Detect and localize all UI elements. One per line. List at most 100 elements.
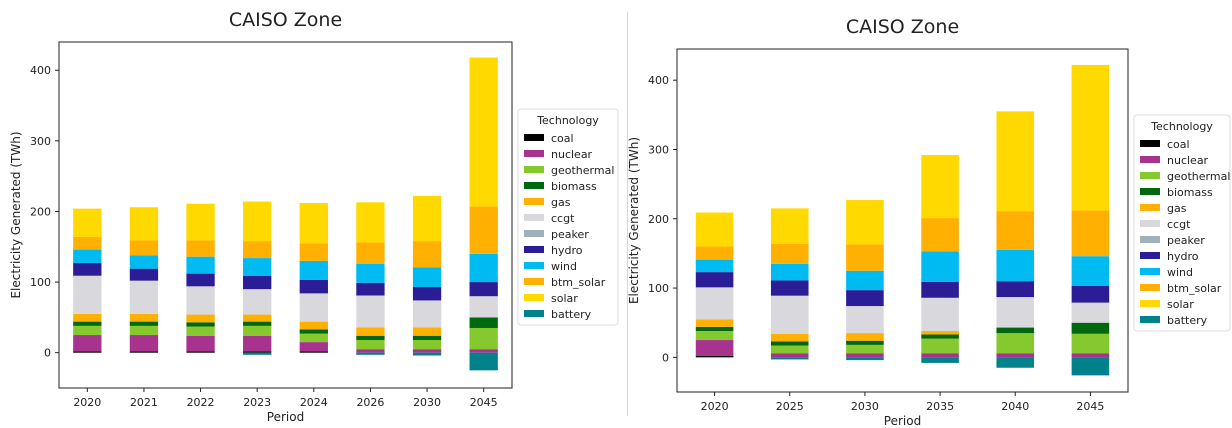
bar-hydro-2030 xyxy=(412,287,442,301)
x-axis-label: Period xyxy=(884,414,921,428)
bar-wind-2030 xyxy=(846,270,884,291)
y-tick-label: 300 xyxy=(30,135,51,148)
bar-solar-2030 xyxy=(412,195,442,242)
x-tick-label: 2030 xyxy=(851,400,879,413)
bar-gas-2030 xyxy=(846,333,884,341)
bar-hydro-2045 xyxy=(469,282,498,297)
bar-hydro-2045 xyxy=(1071,285,1110,303)
legend-label-geothermal: geothermal xyxy=(551,164,614,177)
y-axis-label: Electricity Generated (TWh) xyxy=(9,131,23,298)
legend-swatch-battery xyxy=(1140,316,1160,323)
bar-btm_solar-2020 xyxy=(73,236,102,250)
bar-nuclear-2024 xyxy=(299,342,328,352)
bar-hydro-2040 xyxy=(996,281,1035,298)
bar-solar-2026 xyxy=(356,202,385,243)
bar-nuclear-2021 xyxy=(129,335,159,352)
bar-geothermal-2020 xyxy=(695,331,734,341)
bar-solar-2022 xyxy=(186,203,215,241)
legend-label-hydro: hydro xyxy=(551,244,583,257)
legend-label-wind: wind xyxy=(1167,266,1193,279)
bar-nuclear-2030 xyxy=(846,353,884,358)
legend-label-coal: coal xyxy=(1167,138,1190,151)
bar-coal-2021 xyxy=(129,351,159,353)
legend-label-ccgt: ccgt xyxy=(1167,218,1191,231)
bar-ccgt-2040 xyxy=(996,297,1035,328)
bar-btm_solar-2030 xyxy=(846,244,884,271)
x-tick-label: 2020 xyxy=(701,400,729,413)
bar-geothermal-2030 xyxy=(846,344,884,354)
legend-swatch-nuclear xyxy=(1140,156,1160,163)
bar-nuclear-2026 xyxy=(356,349,385,353)
legend-label-hydro: hydro xyxy=(1167,250,1199,263)
bar-btm_solar-2022 xyxy=(186,240,215,257)
legend-swatch-wind xyxy=(524,262,544,269)
legend-swatch-geothermal xyxy=(1140,172,1160,179)
bar-gas-2024 xyxy=(299,321,328,330)
bar-solar-2035 xyxy=(921,155,959,219)
bar-gas-2025 xyxy=(770,333,809,342)
bar-coal-2024 xyxy=(299,351,328,353)
bar-coal-2020 xyxy=(695,355,734,358)
y-tick-label: 200 xyxy=(648,213,669,226)
legend-swatch-biomass xyxy=(524,182,544,189)
bar-battery-2026 xyxy=(356,352,385,355)
bar-geothermal-2045 xyxy=(1071,333,1110,354)
y-tick-label: 0 xyxy=(44,347,51,360)
bar-hydro-2035 xyxy=(921,281,959,298)
bar-solar-2024 xyxy=(299,202,328,244)
bar-wind-2045 xyxy=(1071,256,1110,286)
bar-ccgt-2021 xyxy=(129,280,159,314)
bar-solar-2023 xyxy=(243,201,272,242)
bar-coal-2020 xyxy=(73,351,102,353)
bar-gas-2022 xyxy=(186,314,215,323)
bar-ccgt-2030 xyxy=(846,306,884,334)
bar-nuclear-2023 xyxy=(243,335,272,352)
y-tick-label: 400 xyxy=(30,64,51,77)
legend-swatch-ccgt xyxy=(1140,220,1160,227)
y-tick-label: 100 xyxy=(30,276,51,289)
bar-geothermal-2021 xyxy=(129,325,159,336)
bar-gas-2026 xyxy=(356,327,385,336)
bar-ccgt-2022 xyxy=(186,286,215,315)
bar-battery-2030 xyxy=(846,357,884,361)
bar-btm_solar-2023 xyxy=(243,241,272,259)
legend-swatch-solar xyxy=(524,294,544,301)
bar-geothermal-2040 xyxy=(996,333,1035,354)
bar-geothermal-2023 xyxy=(243,325,272,336)
chart-caiso-left: CAISO Zone 0 100 200 300 400 2020 2021 2022 2023 2… xyxy=(9,9,619,424)
chart-title: CAISO Zone xyxy=(846,16,959,38)
legend-label-peaker: peaker xyxy=(551,228,589,241)
legend-swatch-gas xyxy=(524,198,544,205)
y-axis-label: Electricity Generated (TWh) xyxy=(628,137,641,304)
x-tick-label: 2040 xyxy=(1001,400,1029,413)
bar-gas-2035 xyxy=(921,331,959,335)
bar-geothermal-2030 xyxy=(412,339,442,350)
bar-geothermal-2022 xyxy=(186,326,215,336)
bar-battery-2025 xyxy=(770,357,809,360)
bar-solar-2025 xyxy=(770,208,809,244)
bar-btm_solar-2021 xyxy=(129,240,159,256)
legend-label-biomass: biomass xyxy=(1167,186,1213,199)
bar-biomass-2026 xyxy=(356,335,385,340)
bar-ccgt-2045 xyxy=(469,296,498,318)
legend-label-nuclear: nuclear xyxy=(1167,154,1209,167)
bar-geothermal-2024 xyxy=(299,333,328,343)
bar-biomass-2020 xyxy=(695,326,734,332)
bar-biomass-2035 xyxy=(921,334,959,339)
legend-label-ccgt: ccgt xyxy=(551,212,575,225)
bar-ccgt-2030 xyxy=(412,300,442,328)
legend-swatch-coal xyxy=(1140,140,1160,147)
x-tick-label: 2045 xyxy=(470,396,498,409)
chart-title: CAISO Zone xyxy=(229,9,342,31)
bar-nuclear-2020 xyxy=(695,340,734,356)
bar-biomass-2045 xyxy=(469,317,498,328)
bar-wind-2026 xyxy=(356,263,385,283)
y-tick-label: 200 xyxy=(30,205,51,218)
bar-biomass-2030 xyxy=(846,340,884,345)
bar-hydro-2024 xyxy=(299,279,328,294)
bar-geothermal-2035 xyxy=(921,338,959,354)
bar-battery-2040 xyxy=(996,357,1035,368)
x-tick-label: 2030 xyxy=(413,396,441,409)
y-tick-label: 0 xyxy=(662,351,669,364)
bar-wind-2020 xyxy=(73,249,102,264)
